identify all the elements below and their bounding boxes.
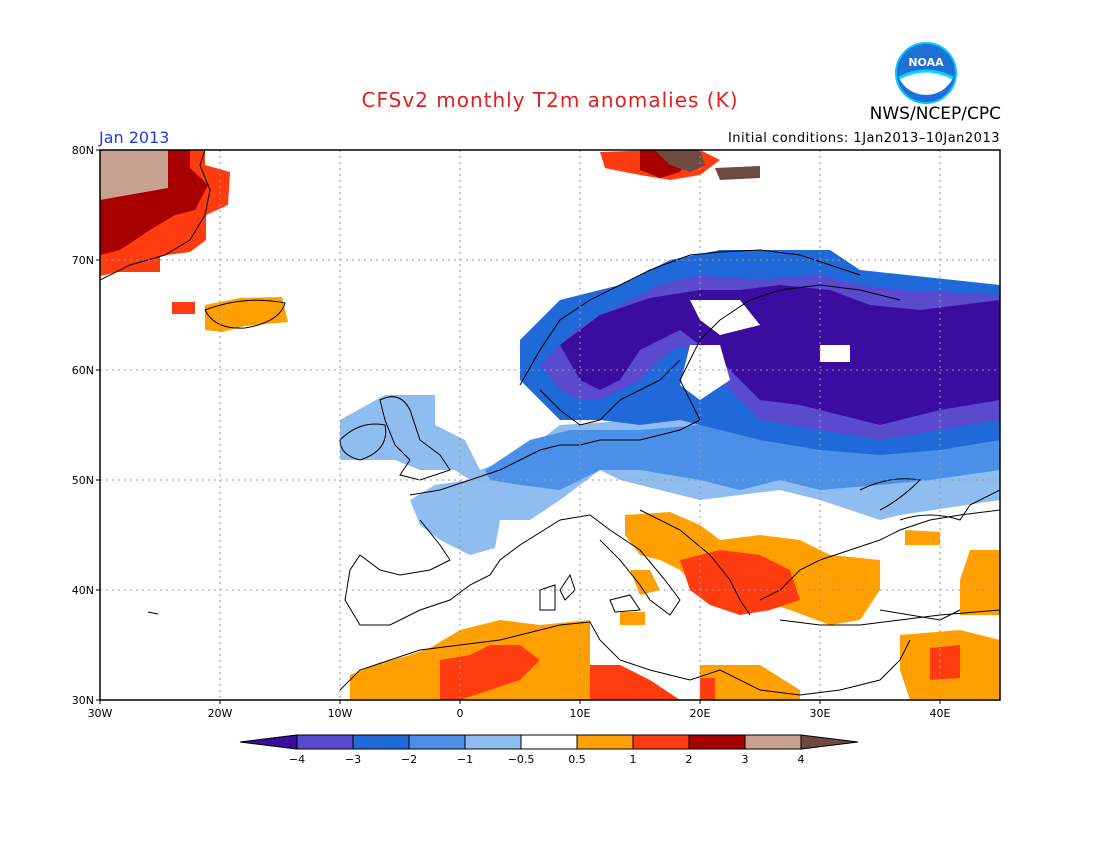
lon-label: 30E: [810, 707, 831, 720]
colorbar-segment: [632, 734, 690, 750]
map-frame: [99, 149, 1001, 701]
colorbar-label: −0.5: [508, 753, 535, 766]
lon-label: 10W: [328, 707, 353, 720]
colorbar-segment: [296, 734, 354, 750]
colorbar-segment: [352, 734, 410, 750]
lon-label: 10E: [570, 707, 591, 720]
colorbar-labels: −4 −3 −2 −1 −0.5 0.5 1 2 3 4: [289, 753, 805, 766]
lat-labels: 80N 70N 60N 50N 40N 30N: [72, 144, 94, 707]
lon-label: 20W: [208, 707, 233, 720]
colorbar-label: 3: [742, 753, 749, 766]
north-africa-anomaly: [350, 620, 1000, 700]
colorbar-segment: [408, 734, 466, 750]
logo-text: NOAA: [908, 56, 944, 69]
colorbar-segment: [800, 734, 859, 750]
graticule: [100, 150, 1000, 700]
colorbar-label: 4: [798, 753, 805, 766]
lon-label: 30W: [88, 707, 113, 720]
colorbar-segment: [239, 734, 298, 750]
lat-label: 70N: [72, 254, 94, 267]
cold-anomaly-extreme: [560, 285, 1000, 425]
colorbar-label: −1: [457, 753, 473, 766]
colorbar-label: −2: [401, 753, 417, 766]
colorbar-label: −3: [345, 753, 361, 766]
lat-label: 60N: [72, 364, 94, 377]
svalbard-anomaly: [600, 150, 760, 180]
colorbar-segment: [520, 734, 578, 750]
anomaly-field: [100, 150, 1000, 700]
map-title: CFSv2 monthly T2m anomalies (K): [361, 88, 739, 112]
greenland-anomaly: [100, 150, 230, 276]
lon-label: 40E: [930, 707, 951, 720]
colorbar-segment: [744, 734, 802, 750]
lat-label: 80N: [72, 144, 94, 157]
noaa-logo-icon: NOAA: [895, 42, 957, 104]
iceland-anomaly: [172, 297, 288, 332]
colorbar-segment: [688, 734, 746, 750]
initial-conditions-label: Initial conditions: 1Jan2013–10Jan2013: [727, 131, 1000, 146]
lat-label: 30N: [72, 694, 94, 707]
lon-label: 20E: [690, 707, 711, 720]
colorbar: [239, 734, 859, 750]
coastlines: [100, 150, 1000, 696]
tick-marks: [96, 149, 941, 704]
colorbar-segment: [576, 734, 634, 750]
lat-label: 50N: [72, 474, 94, 487]
colorbar-label: 2: [686, 753, 693, 766]
colorbar-label: 1: [630, 753, 637, 766]
agency-label: NWS/NCEP/CPC: [869, 104, 1001, 124]
lon-labels: 30W 20W 10W 0 10E 20E 30E 40E: [88, 707, 951, 720]
lon-label: 0: [457, 707, 464, 720]
colorbar-label: 0.5: [568, 753, 586, 766]
colorbar-label: −4: [289, 753, 305, 766]
colorbar-segment: [464, 734, 522, 750]
balkan-anomaly: [620, 512, 1000, 625]
lat-label: 40N: [72, 584, 94, 597]
month-label: Jan 2013: [99, 128, 170, 147]
cold-anomaly-medium: [485, 410, 1000, 490]
